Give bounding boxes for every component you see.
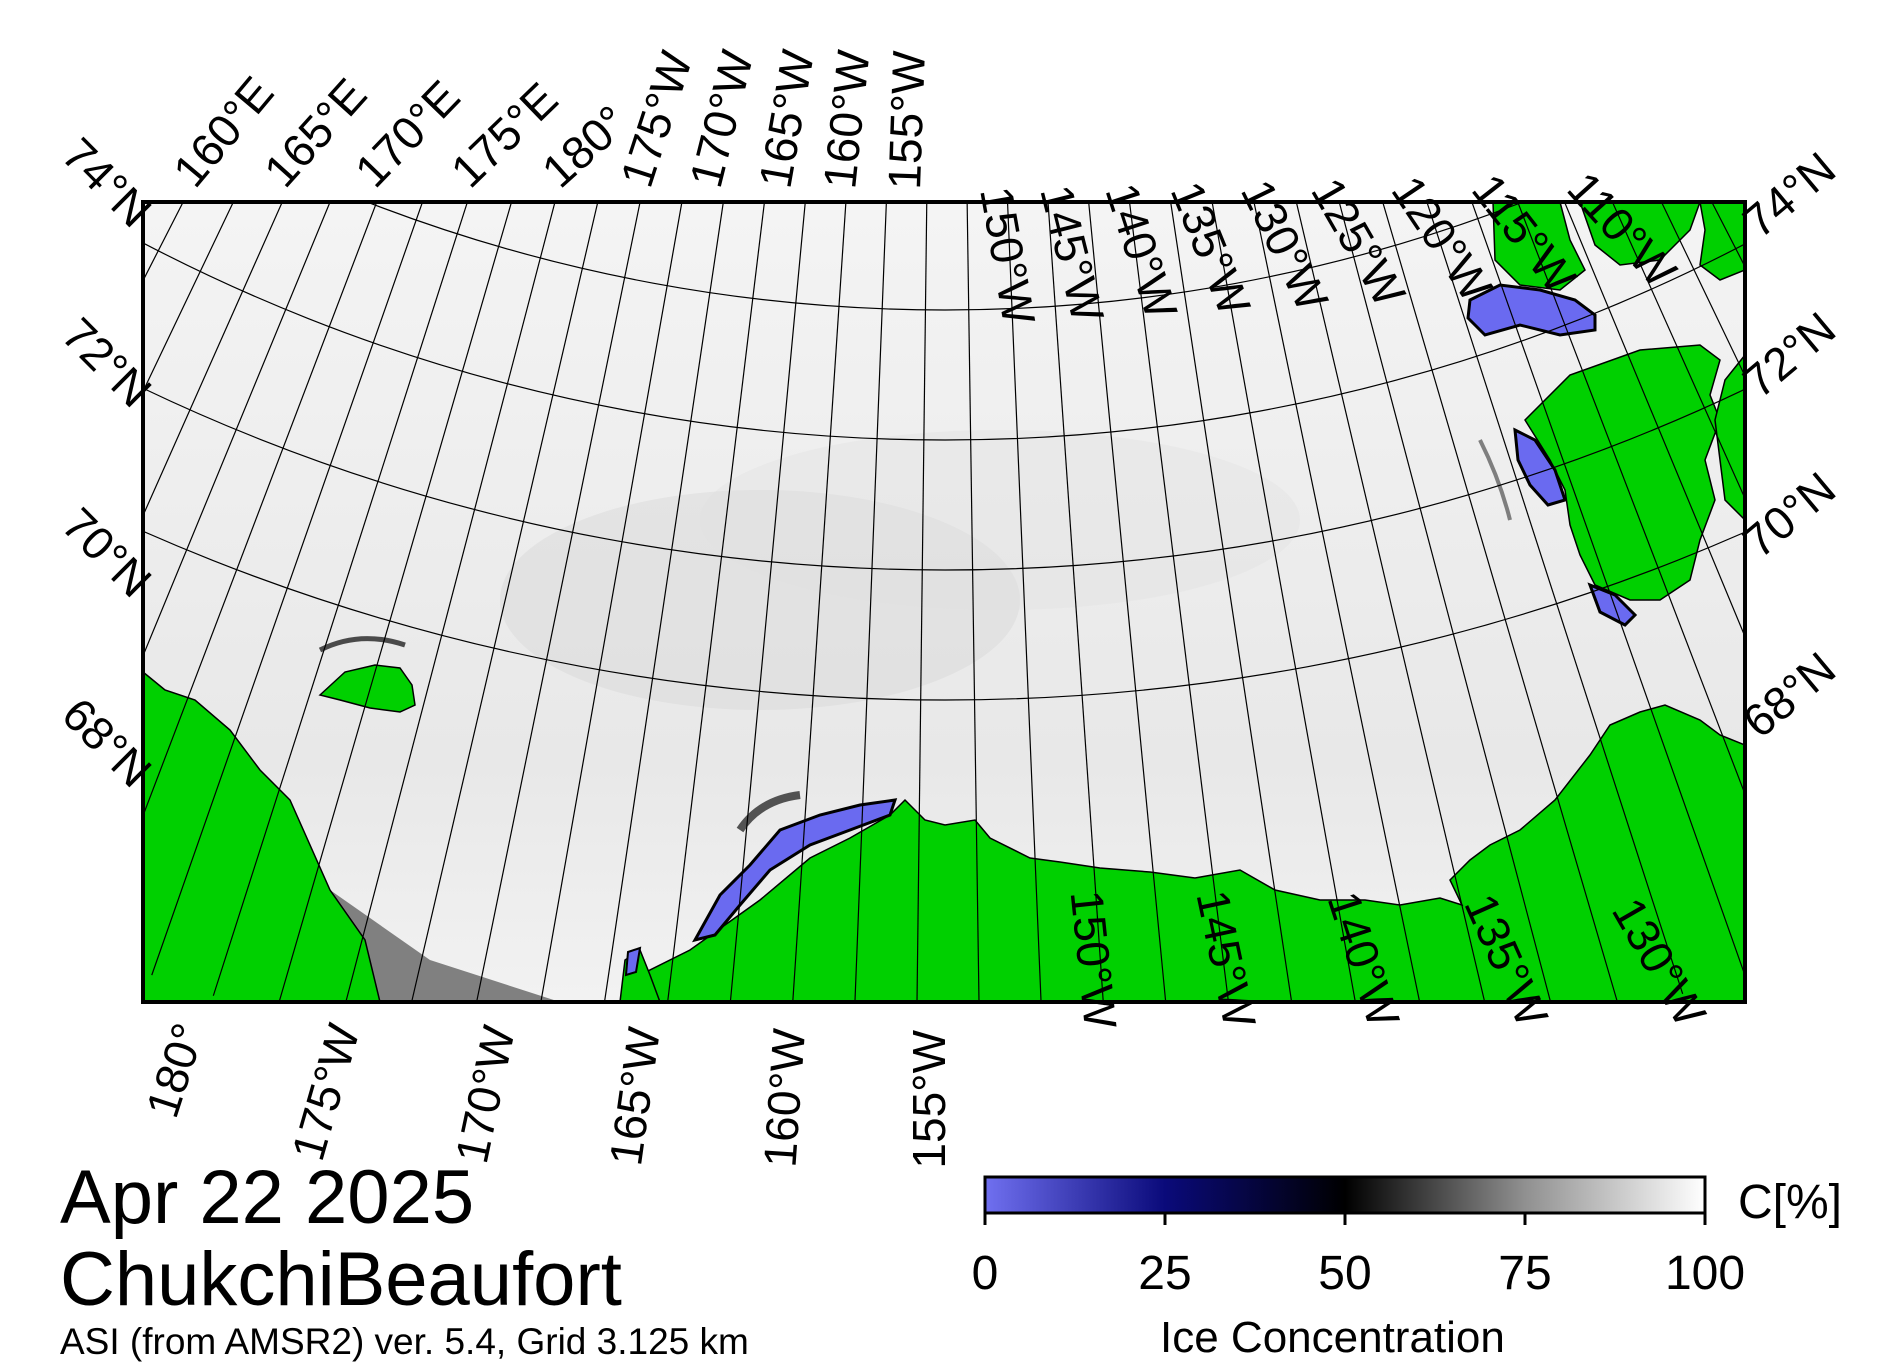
longitude-line: [1660, 202, 1745, 378]
longitude-line: [278, 202, 513, 1002]
longitude-line: [1517, 202, 1745, 796]
longitude-line: [966, 202, 980, 1002]
latitude-line: [0, 0, 1890, 50]
longitude-line: [792, 202, 847, 1002]
latitude-line: [143, 530, 1745, 701]
polynya-banks-west: [1513, 427, 1567, 507]
colorbar-unit: C[%]: [1738, 1176, 1843, 1229]
degree-label: 175°W: [281, 1018, 369, 1166]
degree-label: 155°W: [878, 49, 935, 190]
colorbar-tick-label: 0: [971, 1247, 999, 1300]
map-frame: [141, 200, 1747, 1004]
longitude-line: [603, 202, 724, 1002]
longitude-line: [1047, 202, 1104, 1002]
degree-label: 74°N: [1733, 142, 1845, 248]
colorbar: [983, 1175, 1707, 1215]
degree-label: 72°N: [1733, 302, 1845, 408]
longitude-line: [540, 202, 683, 1002]
degree-label: 180°: [136, 1017, 215, 1124]
graticule: [0, 0, 1890, 1002]
degree-label: 165°W: [599, 1024, 670, 1169]
degree-label: 170°W: [445, 1021, 525, 1168]
map-content: [0, 0, 1890, 1002]
longitude-line: [151, 202, 424, 976]
longitude-line: [1128, 202, 1230, 1002]
polynya-chukchi-coast: [692, 798, 898, 943]
longitude-line: [916, 202, 928, 1002]
longitude-line: [212, 202, 469, 996]
ice-edge-streak: [736, 791, 801, 833]
degree-label: 68°N: [1733, 642, 1845, 748]
polynya-mcclure-strait: [1466, 283, 1597, 337]
longitude-line: [143, 202, 184, 282]
longitude-line: [729, 202, 806, 1002]
map-date: Apr 22 2025: [60, 1155, 475, 1240]
ice-texture: [500, 490, 1020, 710]
land-alaska-yukon: [624, 704, 1745, 1002]
longitude-line: [1006, 202, 1042, 1002]
ice-edge-streak: [1478, 439, 1512, 521]
longitude-line: [1611, 202, 1745, 500]
degree-label: 160°W: [753, 1026, 815, 1168]
longitude-line: [667, 202, 766, 1002]
land-banks-island: [1524, 344, 1721, 601]
colorbar-tick-label: 25: [1138, 1247, 1192, 1300]
colorbar-tick-label: 50: [1318, 1247, 1372, 1300]
longitude-line: [1088, 202, 1167, 1002]
ice-texture: [700, 430, 1300, 610]
colorbar-ticks: [983, 1213, 1707, 1225]
land-chukotka: [143, 671, 381, 1002]
longitude-line: [345, 202, 556, 1002]
degree-label: 165°E: [254, 68, 377, 196]
latitude-line: [143, 241, 1745, 441]
degree-label: 70°N: [1733, 462, 1845, 568]
land-eglinton-island: [1579, 202, 1701, 266]
land-victoria-island: [1714, 353, 1745, 522]
colorbar-tick-label: 75: [1498, 1247, 1552, 1300]
colorbar-title: Ice Concentration: [1160, 1313, 1505, 1362]
longitude-line: [143, 202, 283, 518]
longitude-line: [143, 202, 378, 818]
longitude-line: [1170, 202, 1293, 1002]
longitude-line: [1563, 202, 1745, 639]
polynya-lisburne: [624, 946, 642, 977]
longitude-line: [1211, 202, 1356, 1002]
longitude-line: [1295, 202, 1486, 1002]
map-region: ChukchiBeaufort: [60, 1237, 622, 1322]
longitude-line: [1426, 202, 1684, 995]
longitude-line: [1338, 202, 1552, 1002]
land-prince-patrick-island: [1492, 202, 1586, 291]
longitude-line: [1382, 202, 1619, 1002]
latitude-line: [143, 386, 1745, 571]
longitude-line: [143, 202, 235, 393]
ice-edge-streak: [318, 636, 406, 653]
longitude-line: [475, 202, 641, 1002]
data-credit: ASI (from AMSR2) ver. 5.4, Grid 3.125 km: [60, 1321, 749, 1362]
longitude-line: [1253, 202, 1421, 1002]
longitude-line: [411, 202, 599, 1002]
degree-label: 170°E: [345, 70, 470, 197]
polynya-banks-south: [1587, 582, 1638, 627]
degree-label: 160°W: [813, 47, 879, 191]
land-wrangel-island: [318, 664, 416, 713]
longitude-line: [854, 202, 887, 1002]
longitude-line: [1471, 202, 1745, 974]
no-data-area: [310, 845, 560, 1002]
latitude-line: [365, 202, 1525, 311]
degree-label: 160°E: [163, 67, 284, 197]
degree-label: 155°W: [903, 1029, 955, 1168]
longitude-line: [143, 202, 331, 658]
colorbar-tick-label: 100: [1664, 1247, 1746, 1300]
